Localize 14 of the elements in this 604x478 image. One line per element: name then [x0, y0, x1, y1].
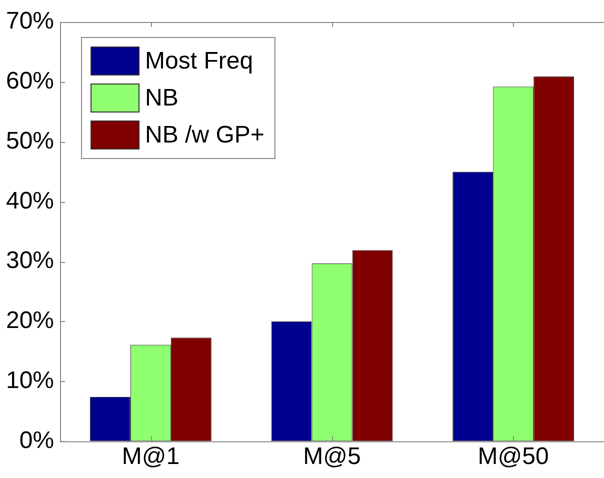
x-tick-label: M@1 — [122, 443, 180, 470]
y-tick-label: 20% — [6, 307, 54, 334]
y-tick-label: 0% — [19, 426, 54, 454]
y-tick-label: 60% — [6, 68, 54, 95]
x-tick-label: M@50 — [478, 443, 549, 470]
y-tick-label: 50% — [6, 127, 54, 154]
y-tick-label: 10% — [6, 366, 54, 394]
legend-label: NB — [145, 84, 178, 112]
x-tick-label: M@5 — [303, 443, 361, 470]
legend-label: NB /w GP+ — [145, 122, 264, 149]
legend-label: Most Freq — [145, 48, 254, 75]
y-tick-label: 40% — [6, 187, 54, 214]
y-tick-label: 70% — [6, 8, 54, 35]
y-tick-label: 30% — [6, 247, 54, 274]
